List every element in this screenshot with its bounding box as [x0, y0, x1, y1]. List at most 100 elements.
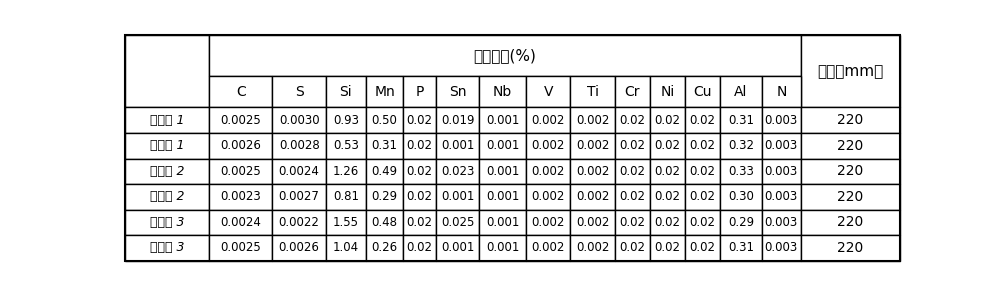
Text: 0.02: 0.02	[654, 241, 680, 255]
Bar	[436, 235, 479, 261]
Text: 对比例 3: 对比例 3	[150, 216, 184, 229]
Bar	[615, 184, 650, 210]
Bar	[720, 133, 762, 159]
Bar	[209, 184, 272, 210]
Text: 0.02: 0.02	[619, 139, 645, 152]
Text: 220: 220	[837, 190, 863, 204]
Bar	[125, 108, 209, 133]
Bar	[436, 108, 479, 133]
Text: 0.0028: 0.0028	[279, 139, 320, 152]
Text: 0.81: 0.81	[333, 190, 359, 203]
Text: 0.0027: 0.0027	[279, 190, 320, 203]
Text: 0.0026: 0.0026	[279, 241, 320, 255]
Bar	[720, 210, 762, 235]
Bar	[366, 210, 403, 235]
Text: 1.26: 1.26	[333, 165, 359, 178]
Text: 0.0025: 0.0025	[220, 114, 261, 127]
Bar	[650, 76, 685, 108]
Bar	[762, 108, 801, 133]
Text: 厚度（mm）: 厚度（mm）	[817, 64, 883, 79]
Text: 0.02: 0.02	[619, 165, 645, 178]
Text: 0.33: 0.33	[728, 165, 754, 178]
Text: 0.02: 0.02	[689, 114, 715, 127]
Text: 220: 220	[837, 241, 863, 255]
Text: 0.02: 0.02	[689, 165, 715, 178]
Bar	[209, 108, 272, 133]
Bar	[479, 184, 526, 210]
Bar	[209, 133, 272, 159]
Bar	[479, 235, 526, 261]
Text: N: N	[776, 85, 787, 99]
Text: 0.001: 0.001	[486, 165, 519, 178]
Text: 0.003: 0.003	[765, 165, 798, 178]
Bar	[436, 210, 479, 235]
Bar	[801, 35, 900, 108]
Bar	[326, 108, 366, 133]
Bar	[366, 108, 403, 133]
Text: 0.29: 0.29	[728, 216, 754, 229]
Text: 0.0024: 0.0024	[279, 165, 320, 178]
Bar	[403, 184, 436, 210]
Bar	[526, 76, 570, 108]
Text: 0.31: 0.31	[728, 241, 754, 255]
Text: Si: Si	[340, 85, 352, 99]
Bar	[326, 184, 366, 210]
Text: 实施例 3: 实施例 3	[150, 241, 184, 255]
Bar	[403, 235, 436, 261]
Bar	[326, 159, 366, 184]
Bar	[125, 235, 209, 261]
Bar	[801, 235, 900, 261]
Bar	[762, 133, 801, 159]
Text: 0.02: 0.02	[407, 216, 433, 229]
Bar	[125, 35, 209, 108]
Text: Ni: Ni	[660, 85, 675, 99]
Bar	[650, 184, 685, 210]
Text: 0.019: 0.019	[441, 114, 474, 127]
Text: 0.0024: 0.0024	[220, 216, 261, 229]
Bar	[366, 159, 403, 184]
Text: 0.02: 0.02	[619, 216, 645, 229]
Bar	[650, 133, 685, 159]
Bar	[209, 76, 272, 108]
Bar	[720, 76, 762, 108]
Text: 0.26: 0.26	[371, 241, 398, 255]
Text: Mn: Mn	[374, 85, 395, 99]
Bar	[685, 108, 720, 133]
Text: 0.003: 0.003	[765, 190, 798, 203]
Bar	[801, 133, 900, 159]
Text: 0.93: 0.93	[333, 114, 359, 127]
Text: 0.002: 0.002	[531, 216, 565, 229]
Text: 0.001: 0.001	[486, 139, 519, 152]
Text: 0.0030: 0.0030	[279, 114, 319, 127]
Bar	[272, 76, 326, 108]
Text: 0.002: 0.002	[531, 165, 565, 178]
Bar	[526, 159, 570, 184]
Bar	[615, 235, 650, 261]
Bar	[762, 76, 801, 108]
Text: 0.003: 0.003	[765, 216, 798, 229]
Text: Cu: Cu	[693, 85, 712, 99]
Text: 0.02: 0.02	[689, 190, 715, 203]
Text: Ti: Ti	[587, 85, 599, 99]
Text: 0.023: 0.023	[441, 165, 474, 178]
Text: 0.025: 0.025	[441, 216, 474, 229]
Text: 0.0025: 0.0025	[220, 165, 261, 178]
Text: 0.29: 0.29	[371, 190, 398, 203]
Text: 0.002: 0.002	[531, 139, 565, 152]
Bar	[326, 133, 366, 159]
Bar	[479, 76, 526, 108]
Bar	[209, 159, 272, 184]
Text: C: C	[236, 85, 246, 99]
Text: 0.50: 0.50	[372, 114, 397, 127]
Text: V: V	[543, 85, 553, 99]
Bar	[570, 210, 615, 235]
Text: Sn: Sn	[449, 85, 466, 99]
Text: Cr: Cr	[625, 85, 640, 99]
Bar	[615, 76, 650, 108]
Text: 0.002: 0.002	[531, 241, 565, 255]
Bar	[272, 210, 326, 235]
Text: 0.0025: 0.0025	[220, 241, 261, 255]
Bar	[272, 184, 326, 210]
Text: 0.0026: 0.0026	[220, 139, 261, 152]
Text: 0.02: 0.02	[654, 190, 680, 203]
